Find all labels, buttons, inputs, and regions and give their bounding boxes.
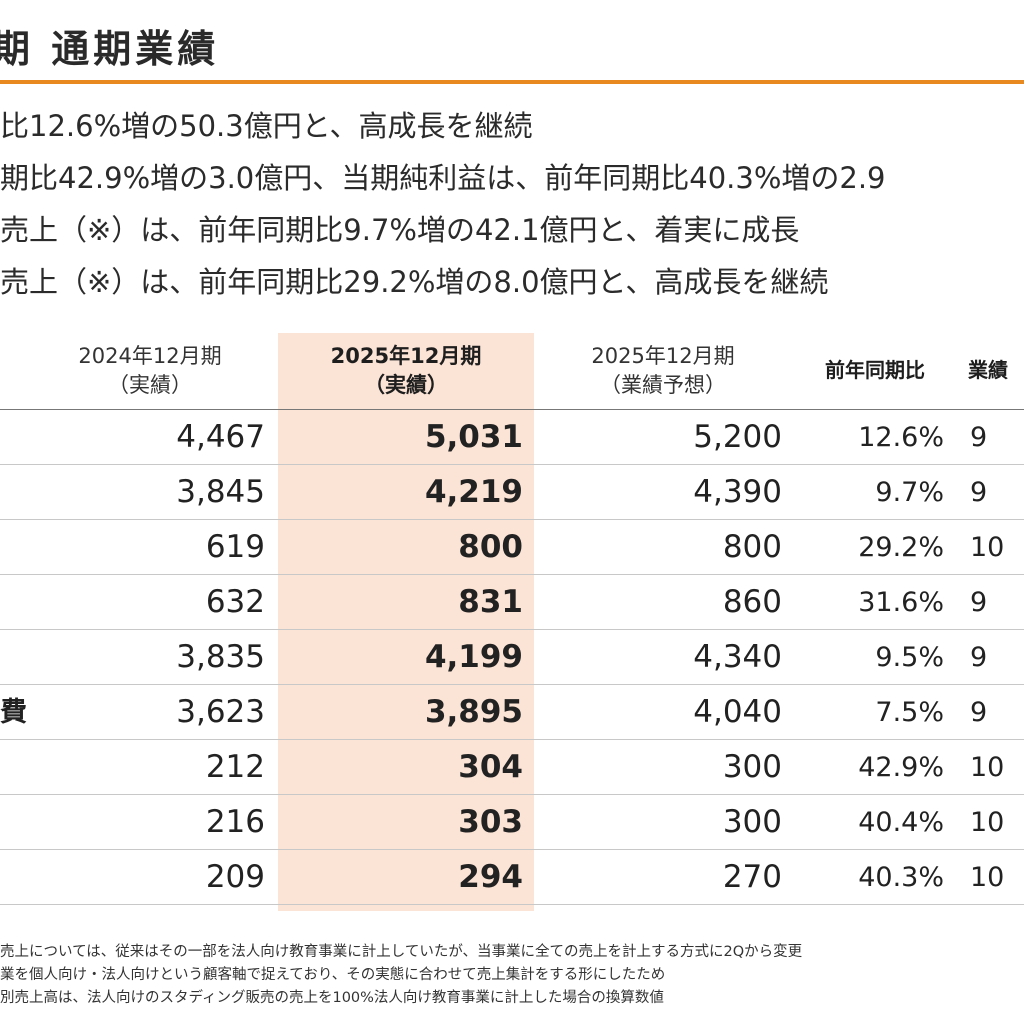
header-current-actual: 2025年12月期 （実績） [278,333,534,408]
yoy-cell: 40.4% [858,807,944,838]
table-header: 2024年12月期 （実績） 2025年12月期 （実績） 2025年12月期 … [0,333,1024,408]
table-row: 3,835 4,199 4,340 9.5% 9 [0,630,1024,685]
yoy-cell: 29.2% [858,532,944,563]
current-actual-cell: 294 [458,859,523,895]
yoy-cell: 9.5% [875,642,944,673]
achievement-cell: 10 [970,532,1005,563]
row-label [0,465,60,520]
header-curr-kind: （実績） [364,372,448,397]
header-prev-actual: 2024年12月期 （実績） [40,333,260,408]
current-actual-cell: 304 [458,749,523,785]
header-forecast-kind: （業績予想） [600,372,726,397]
forecast-cell: 5,200 [693,419,782,455]
yoy-cell: 12.6% [858,422,944,453]
row-label [0,740,60,795]
current-actual-cell: 800 [458,529,523,565]
yoy-cell: 9.7% [875,477,944,508]
row-divider [0,574,1024,575]
yoy-cell: 40.3% [858,862,944,893]
footnote: 業を個人向け・法人向けという顧客軸で捉えており、その実態に合わせて売上集計をする… [0,967,666,983]
summary-bullet: 売上（※）は、前年同期比9.7%増の42.1億円と、着実に成長 [0,213,800,247]
summary-bullet: 比12.6%増の50.3億円と、高成長を継続 [0,109,533,143]
current-actual-cell: 4,219 [424,474,523,510]
achievement-cell: 9 [970,642,988,673]
row-divider [0,849,1024,850]
header-prev-kind: （実績） [108,372,192,397]
header-achievement: 業績 [968,333,1024,408]
achievement-cell: 10 [970,752,1005,783]
prev-actual-cell: 4,467 [176,419,265,455]
title-underline [0,80,1024,84]
table-row: 619 800 800 29.2% 10 [0,520,1024,575]
header-prev-period: 2024年12月期 [78,343,222,368]
prev-actual-cell: 212 [205,749,265,785]
forecast-cell: 270 [722,859,782,895]
table-row: 632 831 860 31.6% 9 [0,575,1024,630]
footnote: 売上については、従来はその一部を法人向け教育事業に計上していたが、当事業に全ての… [0,944,803,960]
page-title: 期 通期業績 [0,27,220,71]
current-actual-cell: 303 [458,804,523,840]
table-row: 209 294 270 40.3% 10 [0,850,1024,905]
forecast-cell: 300 [722,749,782,785]
row-divider [0,519,1024,520]
table-row: 212 304 300 42.9% 10 [0,740,1024,795]
row-divider [0,684,1024,685]
header-divider [0,409,1024,410]
achievement-cell: 10 [970,862,1005,893]
row-label [0,520,60,575]
header-curr-period: 2025年12月期 [330,343,482,368]
achievement-cell: 9 [970,422,988,453]
achievement-cell: 9 [970,477,988,508]
current-actual-cell: 4,199 [424,639,523,675]
header-forecast-period: 2025年12月期 [591,343,735,368]
row-label [0,850,60,905]
prev-actual-cell: 3,835 [176,639,265,675]
achievement-cell: 9 [970,587,988,618]
yoy-cell: 7.5% [875,697,944,728]
summary-bullet: 売上（※）は、前年同期比29.2%増の8.0億円と、高成長を継続 [0,265,829,299]
row-label [0,575,60,630]
row-divider [0,629,1024,630]
header-yoy: 前年同期比 [800,333,950,408]
achievement-cell: 10 [970,807,1005,838]
prev-actual-cell: 3,845 [176,474,265,510]
prev-actual-cell: 3,623 [176,694,265,730]
current-actual-cell: 3,895 [424,694,523,730]
header-achievement-label: 業績 [968,358,1008,382]
current-actual-cell: 5,031 [424,419,523,455]
forecast-cell: 300 [722,804,782,840]
header-yoy-label: 前年同期比 [825,358,925,382]
current-actual-cell: 831 [458,584,523,620]
row-divider [0,904,1024,905]
table-row: 4,467 5,031 5,200 12.6% 9 [0,410,1024,465]
header-forecast: 2025年12月期 （業績予想） [548,333,778,408]
prev-actual-cell: 209 [205,859,265,895]
footnote: 別売上高は、法人向けのスタディング販売の売上を100%法人向け教育事業に計上した… [0,990,664,1006]
prev-actual-cell: 216 [205,804,265,840]
forecast-cell: 4,390 [693,474,782,510]
achievement-cell: 9 [970,697,988,728]
yoy-cell: 42.9% [858,752,944,783]
row-label [0,795,60,850]
row-label [0,630,60,685]
row-divider [0,794,1024,795]
summary-bullet: 期比42.9%増の3.0億円、当期純利益は、前年同期比40.3%増の2.9 [0,161,886,195]
table-row: 216 303 300 40.4% 10 [0,795,1024,850]
yoy-cell: 31.6% [858,587,944,618]
forecast-cell: 860 [722,584,782,620]
forecast-cell: 800 [722,529,782,565]
row-label [0,410,60,465]
forecast-cell: 4,040 [693,694,782,730]
row-label: 費 [0,697,27,728]
current-period-highlight [278,333,534,911]
prev-actual-cell: 632 [205,584,265,620]
row-divider [0,464,1024,465]
table-row: 3,845 4,219 4,390 9.7% 9 [0,465,1024,520]
row-divider [0,739,1024,740]
prev-actual-cell: 619 [205,529,265,565]
forecast-cell: 4,340 [693,639,782,675]
table-row: 費 3,623 3,895 4,040 7.5% 9 [0,685,1024,740]
